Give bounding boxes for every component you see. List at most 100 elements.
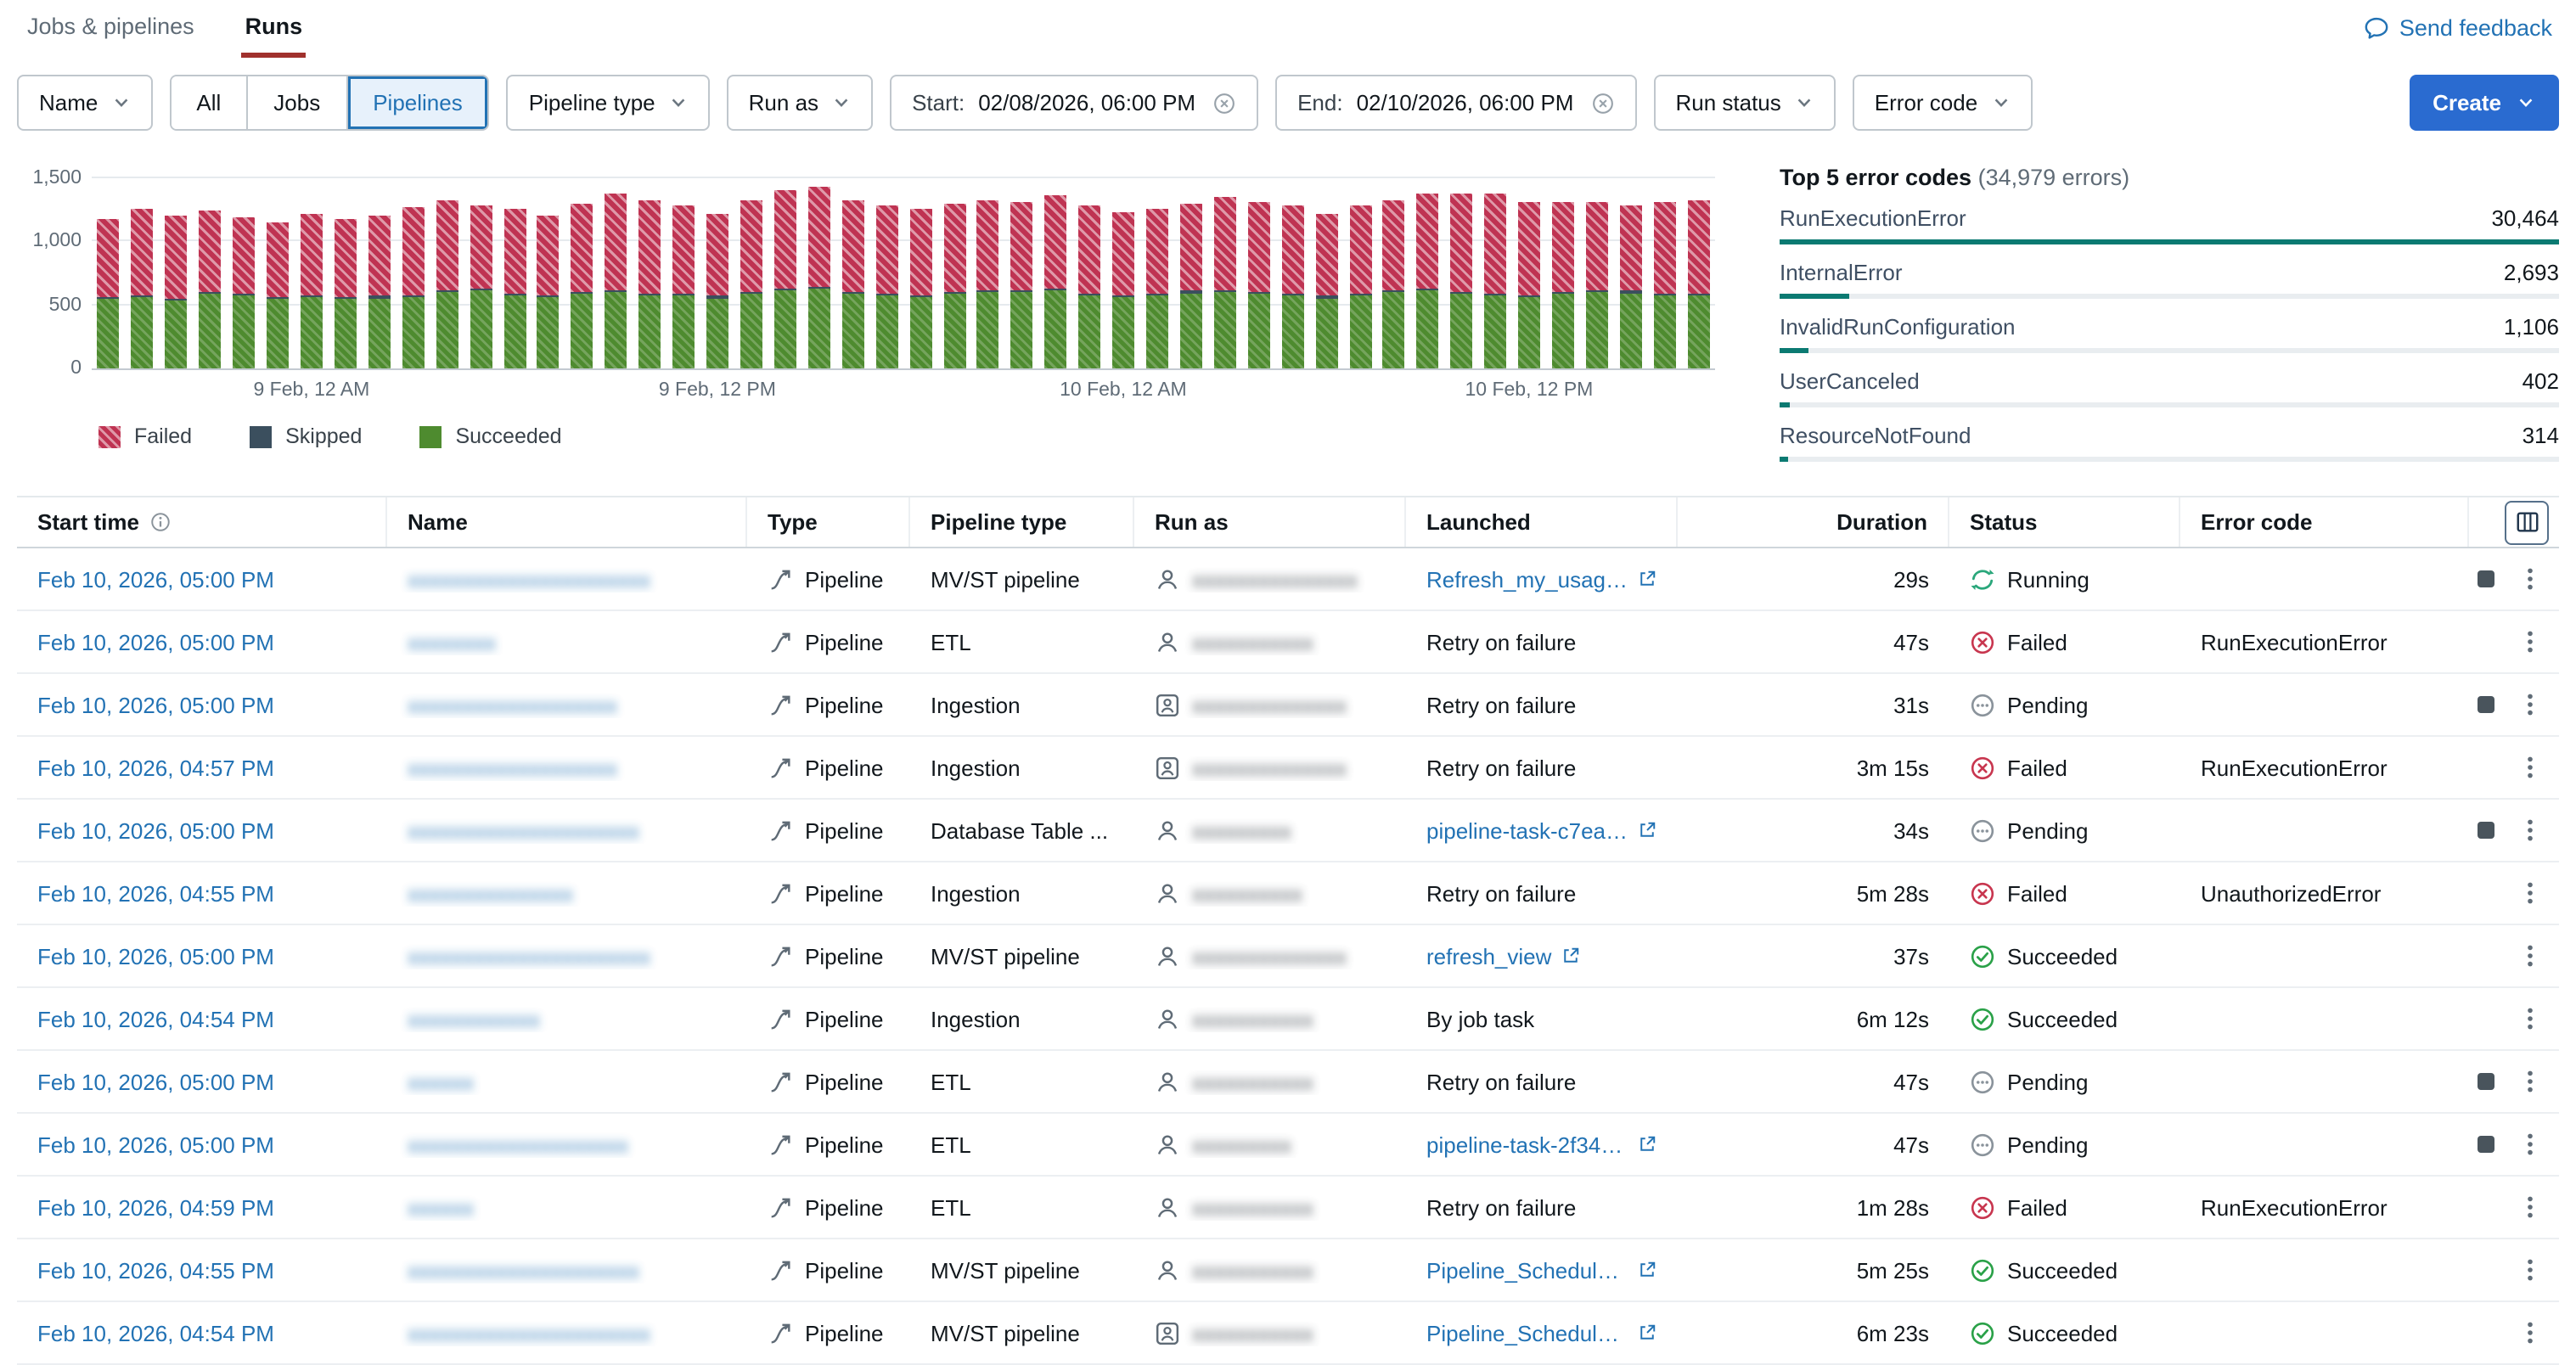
run-name-redacted[interactable]: xxxxxxxxxxxxxxxxxxxxx xyxy=(408,1257,639,1283)
run-name-redacted[interactable]: xxxxxxxxxxxx xyxy=(408,1006,540,1031)
stop-run-button[interactable] xyxy=(2478,696,2494,713)
run-name-redacted[interactable]: xxxxxxxxxxxxxxxxxxxxx xyxy=(408,817,639,843)
row-menu-button[interactable] xyxy=(2517,942,2544,969)
failed-bar-segment xyxy=(976,199,999,291)
name-filter-dropdown[interactable]: Name xyxy=(17,75,153,131)
status-failed-icon xyxy=(1970,880,1995,906)
row-menu-button[interactable] xyxy=(2517,1005,2544,1032)
row-menu-button[interactable] xyxy=(2517,1256,2544,1284)
column-header-run-as[interactable]: Run as xyxy=(1134,497,1406,547)
row-menu-button[interactable] xyxy=(2517,565,2544,593)
run-name-redacted[interactable]: xxxxxxxxxxxxxxxxxxxxxx xyxy=(408,1320,650,1345)
skipped-bar-segment xyxy=(1416,289,1439,291)
run-name-redacted[interactable]: xxxxxxxxxxxxxxxxxxx xyxy=(408,755,617,780)
error-code-filter-label: Error code xyxy=(1874,90,1978,115)
pipeline-type-label: Ingestion xyxy=(931,1006,1021,1031)
run-name-redacted[interactable]: xxxxxxxxxxxxxxxxxxxxxx xyxy=(408,566,650,592)
chart-bar xyxy=(903,178,937,368)
row-menu-button[interactable] xyxy=(2517,879,2544,907)
chart-bar xyxy=(666,178,700,368)
failed-bar-segment xyxy=(909,209,932,295)
stop-run-button[interactable] xyxy=(2478,1073,2494,1090)
column-header-launched[interactable]: Launched xyxy=(1406,497,1678,547)
failed-bar-segment xyxy=(1382,199,1405,291)
tab-runs[interactable]: Runs xyxy=(241,0,307,58)
run-name-redacted[interactable]: xxxxxxxxxxxxxxxxxxx xyxy=(408,692,617,717)
run-as-filter-dropdown[interactable]: Run as xyxy=(726,75,874,131)
clear-end-filter-button[interactable] xyxy=(1590,91,1614,115)
error-code-item: RunExecutionError 30,464 xyxy=(1780,205,2559,244)
column-header-pipeline-type[interactable]: Pipeline type xyxy=(910,497,1134,547)
stop-run-button[interactable] xyxy=(2478,1136,2494,1153)
run-start-time-link[interactable]: Feb 10, 2026, 05:00 PM xyxy=(37,943,274,969)
run-start-time-link[interactable]: Feb 10, 2026, 05:00 PM xyxy=(37,566,274,592)
run-start-time-link[interactable]: Feb 10, 2026, 04:57 PM xyxy=(37,755,274,780)
pipeline-icon xyxy=(768,1194,793,1220)
run-status-filter-dropdown[interactable]: Run status xyxy=(1653,75,1836,131)
launched-link[interactable]: Refresh_my_usage_... xyxy=(1426,566,1657,592)
segment-jobs[interactable]: Jobs xyxy=(248,76,348,129)
skipped-bar-segment xyxy=(470,288,492,291)
column-header-start-time[interactable]: Start time xyxy=(17,497,387,547)
run-start-time-link[interactable]: Feb 10, 2026, 04:54 PM xyxy=(37,1320,274,1345)
run-start-time-link[interactable]: Feb 10, 2026, 04:54 PM xyxy=(37,1006,274,1031)
run-start-time-link[interactable]: Feb 10, 2026, 05:00 PM xyxy=(37,1132,274,1157)
clear-start-filter-button[interactable] xyxy=(1212,91,1236,115)
pipeline-type-filter-dropdown[interactable]: Pipeline type xyxy=(506,75,710,131)
succeeded-bar-segment xyxy=(1518,296,1541,368)
tab-jobs-pipelines[interactable]: Jobs & pipelines xyxy=(27,14,194,39)
column-header-error-code[interactable]: Error code xyxy=(2180,497,2469,547)
column-label: Run as xyxy=(1155,509,1229,535)
column-header-status[interactable]: Status xyxy=(1949,497,2180,547)
run-start-time-link[interactable]: Feb 10, 2026, 05:00 PM xyxy=(37,629,274,654)
row-menu-button[interactable] xyxy=(2517,1319,2544,1346)
run-start-time-link[interactable]: Feb 10, 2026, 04:59 PM xyxy=(37,1194,274,1220)
row-menu-button[interactable] xyxy=(2517,1068,2544,1095)
column-header-name[interactable]: Name xyxy=(387,497,747,547)
start-time-filter[interactable]: Start: 02/08/2026, 06:00 PM xyxy=(890,75,1259,131)
row-menu-button[interactable] xyxy=(2517,817,2544,844)
run-start-time-link[interactable]: Feb 10, 2026, 05:00 PM xyxy=(37,1069,274,1094)
stop-run-button[interactable] xyxy=(2478,570,2494,587)
succeeded-bar-segment xyxy=(571,294,593,368)
succeeded-bar-segment xyxy=(1416,290,1439,368)
run-start-time-link[interactable]: Feb 10, 2026, 04:55 PM xyxy=(37,880,274,906)
launched-link[interactable]: Pipeline_Schedule_... xyxy=(1426,1320,1657,1345)
run-type-label: Pipeline xyxy=(805,755,884,780)
failed-bar-segment xyxy=(1247,201,1270,293)
create-button[interactable]: Create xyxy=(2409,75,2559,131)
table-row: Feb 10, 2026, 05:00 PM xxxxxxxxxxxxxxxxxx… xyxy=(17,925,2559,988)
send-feedback-link[interactable]: Send feedback xyxy=(2364,15,2552,58)
stop-run-button[interactable] xyxy=(2478,822,2494,839)
end-time-filter[interactable]: End: 02/10/2026, 06:00 PM xyxy=(1275,75,1637,131)
launched-link[interactable]: refresh_view xyxy=(1426,943,1580,969)
launched-link[interactable]: pipeline-task-2f34e... xyxy=(1426,1132,1657,1157)
launched-link[interactable]: Pipeline_Schedule_... xyxy=(1426,1257,1657,1283)
column-header-duration[interactable]: Duration xyxy=(1678,497,1949,547)
run-start-time-link[interactable]: Feb 10, 2026, 05:00 PM xyxy=(37,817,274,843)
run-name-redacted[interactable]: xxxxxx xyxy=(408,1194,474,1220)
column-settings-button[interactable] xyxy=(2505,500,2549,544)
run-name-redacted[interactable]: xxxxxxxxxxxxxxxxxxxx xyxy=(408,1132,628,1157)
error-code-filter-dropdown[interactable]: Error code xyxy=(1852,75,2033,131)
run-name-redacted[interactable]: xxxxxxxx xyxy=(408,629,496,654)
run-name-redacted[interactable]: xxxxxxxxxxxxxxx xyxy=(408,880,573,906)
row-menu-button[interactable] xyxy=(2517,691,2544,718)
failed-bar-segment xyxy=(807,186,830,287)
row-menu-button[interactable] xyxy=(2517,1194,2544,1221)
column-header-type[interactable]: Type xyxy=(747,497,910,547)
segment-pipelines[interactable]: Pipelines xyxy=(347,76,488,129)
segment-all[interactable]: All xyxy=(171,76,249,129)
row-menu-button[interactable] xyxy=(2517,1131,2544,1158)
row-menu-button[interactable] xyxy=(2517,754,2544,781)
run-duration: 34s xyxy=(1893,817,1929,843)
failed-bar-segment xyxy=(368,216,391,296)
user-icon xyxy=(1155,1132,1180,1157)
succeeded-bar-segment xyxy=(1687,295,1710,368)
launched-link[interactable]: pipeline-task-c7ea0... xyxy=(1426,817,1657,843)
run-name-redacted[interactable]: xxxxxx xyxy=(408,1069,474,1094)
run-start-time-link[interactable]: Feb 10, 2026, 05:00 PM xyxy=(37,692,274,717)
run-name-redacted[interactable]: xxxxxxxxxxxxxxxxxxxxxx xyxy=(408,943,650,969)
run-start-time-link[interactable]: Feb 10, 2026, 04:55 PM xyxy=(37,1257,274,1283)
row-menu-button[interactable] xyxy=(2517,628,2544,655)
